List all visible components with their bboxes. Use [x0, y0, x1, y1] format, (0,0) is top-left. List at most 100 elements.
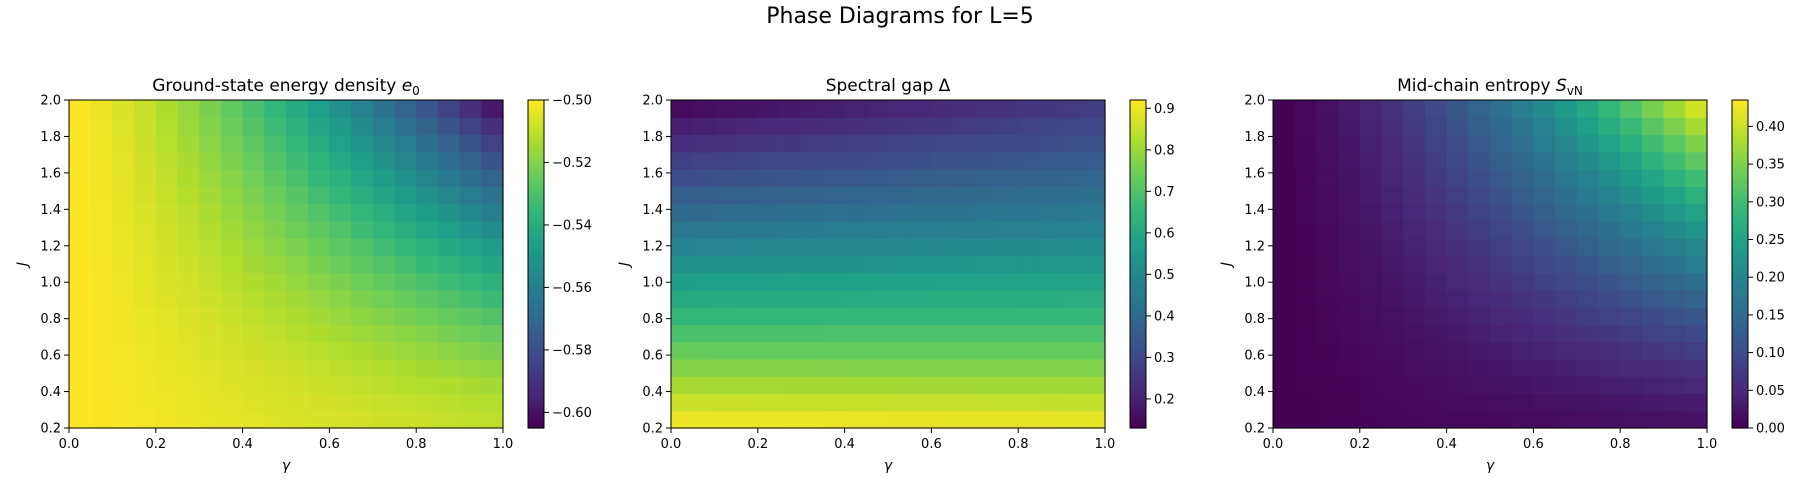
heatmap-cell — [822, 151, 846, 170]
heatmap-cell — [1359, 151, 1383, 170]
colorbar-segment — [528, 105, 544, 109]
colorbar-segment — [528, 288, 544, 292]
heatmap-cell — [844, 134, 867, 153]
heatmap-cell — [996, 410, 1019, 429]
heatmap-cell — [329, 203, 352, 222]
heatmap-cell — [481, 324, 504, 343]
heatmap-cell — [866, 410, 889, 429]
heatmap-cell — [888, 393, 911, 412]
x-tick-label: 0.6 — [921, 437, 942, 452]
heatmap-cell — [394, 324, 417, 343]
heatmap-cell — [888, 272, 911, 291]
heatmap-cell — [1039, 341, 1063, 360]
colorbar-segment — [1130, 408, 1146, 413]
heatmap-cell — [1468, 289, 1491, 308]
heatmap-cell — [416, 186, 439, 205]
heatmap-cell — [394, 358, 417, 377]
x-tick-label: 0.4 — [1436, 437, 1457, 452]
heatmap-cell — [1511, 238, 1534, 256]
heatmap-cell — [134, 272, 157, 291]
heatmap-cell — [112, 272, 135, 291]
heatmap-cell — [801, 307, 824, 326]
heatmap-cell — [1403, 238, 1426, 256]
heatmap-cell — [974, 186, 998, 205]
heatmap-cell — [1555, 410, 1578, 429]
colorbar-segment — [528, 381, 544, 385]
colorbar-segment — [1732, 236, 1748, 240]
heatmap-cell — [736, 289, 759, 308]
heatmap-cell — [1381, 220, 1404, 239]
heatmap-cell — [242, 376, 265, 395]
heatmap-cell — [692, 393, 715, 412]
heatmap-cell — [1424, 376, 1448, 395]
heatmap-cell — [866, 117, 889, 136]
heatmap-cell — [1403, 289, 1426, 308]
colorbar-tick-label: 0.8 — [1154, 143, 1175, 158]
heatmap-cell — [866, 100, 889, 118]
heatmap-cell — [822, 307, 846, 326]
heatmap-cell — [1403, 117, 1426, 136]
colorbar-segment — [1732, 258, 1748, 262]
colorbar-segment — [1732, 130, 1748, 134]
heatmap-cell — [736, 341, 759, 360]
colorbar-segment — [528, 373, 544, 377]
heatmap-cell — [1061, 220, 1084, 239]
colorbar-segment — [1732, 171, 1748, 175]
heatmap-cell — [1381, 169, 1404, 187]
heatmap-cell — [351, 220, 374, 239]
heatmap-cell — [1533, 324, 1556, 343]
colorbar-segment — [1732, 362, 1748, 366]
heatmap-cell — [1083, 151, 1106, 170]
heatmap-cell — [692, 151, 715, 170]
colorbar-tick-label: 0.9 — [1154, 102, 1175, 117]
heatmap-cell — [757, 169, 781, 187]
colorbar-segment — [1732, 233, 1748, 238]
colorbar-segment — [1732, 348, 1748, 353]
colorbar-segment — [1130, 406, 1146, 410]
heatmap-cell — [844, 117, 867, 136]
heatmap-cell — [801, 393, 824, 412]
heatmap-cell — [1316, 376, 1339, 395]
colorbar-segment — [1130, 294, 1146, 298]
colorbar-segment — [1130, 102, 1146, 107]
colorbar-segment — [1130, 285, 1146, 290]
colorbar-segment — [528, 225, 544, 230]
colorbar-segment — [1130, 124, 1146, 128]
heatmap-cell — [844, 203, 867, 222]
colorbar-segment — [528, 403, 544, 407]
heatmap-cell — [801, 203, 824, 222]
heatmap-cell — [1381, 358, 1404, 377]
colorbar-segment — [1130, 261, 1146, 265]
heatmap-cell — [866, 376, 889, 395]
heatmap-cell — [1294, 272, 1317, 291]
heatmap-cell — [1061, 134, 1084, 153]
heatmap-cell — [372, 203, 396, 222]
heatmap-cell — [329, 169, 352, 187]
heatmap-cell — [481, 307, 504, 326]
heatmap-cell — [822, 289, 846, 308]
heatmap-cell — [459, 151, 482, 170]
colorbar-segment — [1732, 198, 1748, 202]
heatmap-cell — [736, 134, 759, 153]
heatmap-cell — [1446, 151, 1469, 170]
heatmap-cell — [351, 255, 374, 274]
heatmap-cell — [779, 393, 802, 412]
heatmap-cell — [177, 238, 200, 256]
heatmap-cell — [953, 186, 976, 205]
heatmap-cell — [671, 117, 694, 136]
heatmap-cell — [1338, 117, 1361, 136]
colorbar-segment — [1732, 255, 1748, 260]
heatmap-cell — [155, 100, 179, 118]
heatmap-cell — [1533, 393, 1556, 412]
colorbar-segment — [1732, 214, 1748, 219]
colorbar-tick-label: 0.7 — [1154, 185, 1175, 200]
colorbar-segment — [1732, 392, 1748, 396]
heatmap-cell — [1446, 100, 1469, 118]
heatmap-cell — [307, 169, 330, 187]
colorbar-segment — [528, 332, 544, 336]
heatmap-cell — [220, 272, 244, 291]
heatmap-cell — [1316, 255, 1339, 274]
colorbar-segment — [1732, 343, 1748, 347]
heatmap-cell — [372, 376, 396, 395]
y-tick-label: 1.4 — [1244, 203, 1265, 218]
